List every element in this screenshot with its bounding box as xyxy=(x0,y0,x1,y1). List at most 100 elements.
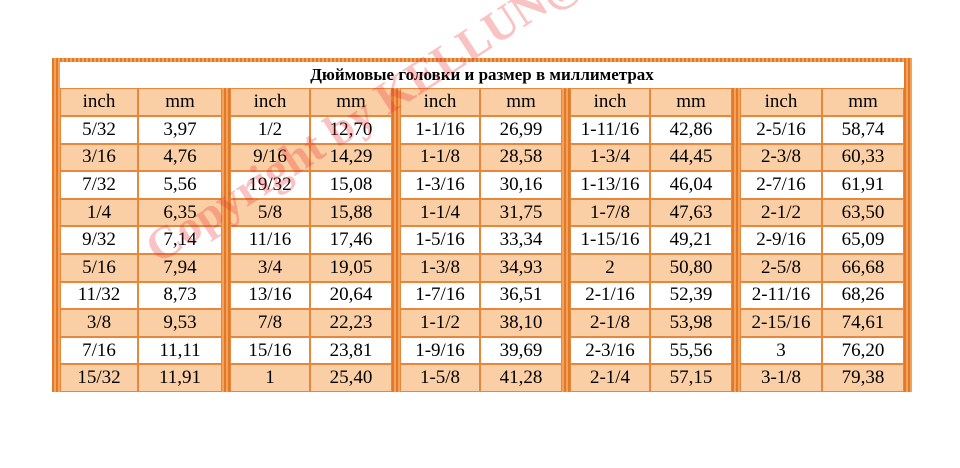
header-cell: mm xyxy=(138,88,222,116)
cell: 2-5/16 xyxy=(740,116,822,144)
cell: 74,61 xyxy=(822,309,904,337)
cell: 1-3/4 xyxy=(570,143,650,172)
cell: 7/16 xyxy=(60,336,138,365)
cell: 57,15 xyxy=(650,364,732,392)
cell: 15,88 xyxy=(310,198,392,227)
cell: 2-1/2 xyxy=(740,198,822,227)
header-cell: inch xyxy=(230,88,310,116)
cell: 55,56 xyxy=(650,336,732,365)
header-cell: mm xyxy=(310,88,392,116)
cell: 1-3/8 xyxy=(400,254,480,282)
cell: 3/8 xyxy=(60,309,138,337)
cell: 5/32 xyxy=(60,116,138,144)
cell: 1-1/2 xyxy=(400,309,480,337)
table-title: Дюймовые головки и размер в миллиметрах xyxy=(60,62,904,88)
header-cell: mm xyxy=(822,88,904,116)
cell: 7/8 xyxy=(230,309,310,337)
header-cell: inch xyxy=(60,88,138,116)
cell: 2 xyxy=(570,254,650,282)
cell: 19,05 xyxy=(310,254,392,282)
cell: 15/32 xyxy=(60,364,138,392)
cell: 66,68 xyxy=(822,254,904,282)
header-cell: mm xyxy=(650,88,732,116)
cell: 44,45 xyxy=(650,143,732,172)
cell: 19/32 xyxy=(230,171,310,199)
cell: 5,56 xyxy=(138,171,222,199)
cell: 1-5/8 xyxy=(400,364,480,392)
cell: 8,73 xyxy=(138,281,222,310)
cell: 11,91 xyxy=(138,364,222,392)
cell: 31,75 xyxy=(480,198,562,227)
cell: 1-7/16 xyxy=(400,281,480,310)
header-cell: inch xyxy=(400,88,480,116)
cell: 2-1/4 xyxy=(570,364,650,392)
cell: 11/16 xyxy=(230,226,310,254)
cell: 28,58 xyxy=(480,143,562,172)
cell: 13/16 xyxy=(230,281,310,310)
cell: 2-7/16 xyxy=(740,171,822,199)
cell: 65,09 xyxy=(822,226,904,254)
cell: 34,93 xyxy=(480,254,562,282)
header-cell: inch xyxy=(740,88,822,116)
cell: 2-1/8 xyxy=(570,309,650,337)
cell: 3 xyxy=(740,336,822,365)
cell: 1-11/16 xyxy=(570,116,650,144)
cell: 53,98 xyxy=(650,309,732,337)
cell: 58,74 xyxy=(822,116,904,144)
cell: 2-5/8 xyxy=(740,254,822,282)
cell: 3,97 xyxy=(138,116,222,144)
cell: 15,08 xyxy=(310,171,392,199)
cell: 52,39 xyxy=(650,281,732,310)
cell: 12,70 xyxy=(310,116,392,144)
header-cell: inch xyxy=(570,88,650,116)
cell: 1-13/16 xyxy=(570,171,650,199)
cell: 20,64 xyxy=(310,281,392,310)
cell: 3/16 xyxy=(60,143,138,172)
cell: 6,35 xyxy=(138,198,222,227)
cell: 1-15/16 xyxy=(570,226,650,254)
cell: 2-11/16 xyxy=(740,281,822,310)
cell: 7,94 xyxy=(138,254,222,282)
cell: 2-15/16 xyxy=(740,309,822,337)
cell: 2-3/16 xyxy=(570,336,650,365)
cell: 25,40 xyxy=(310,364,392,392)
cell: 11,11 xyxy=(138,336,222,365)
cell: 46,04 xyxy=(650,171,732,199)
cell: 14,29 xyxy=(310,143,392,172)
cell: 38,10 xyxy=(480,309,562,337)
cell: 49,21 xyxy=(650,226,732,254)
cell: 60,33 xyxy=(822,143,904,172)
cell: 79,38 xyxy=(822,364,904,392)
cell: 9/16 xyxy=(230,143,310,172)
cell: 1/4 xyxy=(60,198,138,227)
cell: 4,76 xyxy=(138,143,222,172)
cell: 23,81 xyxy=(310,336,392,365)
cell: 61,91 xyxy=(822,171,904,199)
cell: 3-1/8 xyxy=(740,364,822,392)
cell: 1 xyxy=(230,364,310,392)
cell: 1-1/8 xyxy=(400,143,480,172)
cell: 26,99 xyxy=(480,116,562,144)
cell: 76,20 xyxy=(822,336,904,365)
cell: 1/2 xyxy=(230,116,310,144)
cell: 1-5/16 xyxy=(400,226,480,254)
cell: 33,34 xyxy=(480,226,562,254)
cell: 5/8 xyxy=(230,198,310,227)
cell: 30,16 xyxy=(480,171,562,199)
cell: 2-3/8 xyxy=(740,143,822,172)
cell: 36,51 xyxy=(480,281,562,310)
cell: 39,69 xyxy=(480,336,562,365)
cell: 1-1/16 xyxy=(400,116,480,144)
cell: 9,53 xyxy=(138,309,222,337)
cell: 22,23 xyxy=(310,309,392,337)
cell: 1-9/16 xyxy=(400,336,480,365)
cell: 2-1/16 xyxy=(570,281,650,310)
cell: 5/16 xyxy=(60,254,138,282)
cell: 7,14 xyxy=(138,226,222,254)
cell: 68,26 xyxy=(822,281,904,310)
cell: 1-1/4 xyxy=(400,198,480,227)
cell: 41,28 xyxy=(480,364,562,392)
cell: 15/16 xyxy=(230,336,310,365)
cell: 1-7/8 xyxy=(570,198,650,227)
cell: 7/32 xyxy=(60,171,138,199)
